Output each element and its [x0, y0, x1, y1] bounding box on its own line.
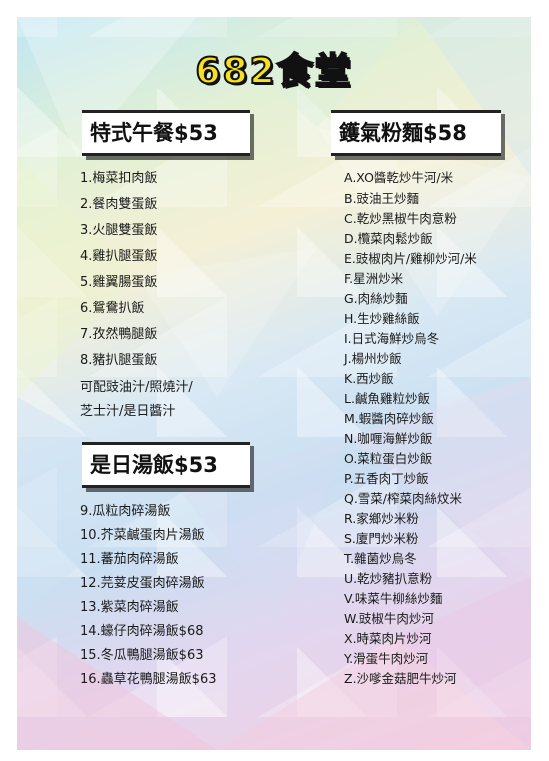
- list-item: D.欖菜肉鬆炒飯: [344, 231, 433, 246]
- section-header-soup-rice: 是日湯飯$53: [82, 442, 250, 488]
- list-item: L.鹹魚雞粒炒飯: [344, 391, 430, 406]
- list-item: 1.梅菜扣肉飯: [80, 171, 158, 186]
- list-item: K.西炒飯: [344, 371, 394, 386]
- list-item: V.味菜牛柳絲炒麵: [344, 591, 443, 606]
- section-header-set-lunch: 特式午餐$53: [82, 110, 250, 156]
- list-item: 2.餐肉雙蛋飯: [80, 197, 158, 212]
- list-item: 10.芥菜鹹蛋肉片湯飯: [80, 528, 205, 543]
- list-item: P.五香肉丁炒飯: [344, 471, 429, 486]
- list-item: 13.紫菜肉碎湯飯: [80, 600, 179, 615]
- sauce-note: 芝士汁/是日醬汁: [80, 404, 176, 419]
- list-item: S.廈門炒米粉: [344, 531, 419, 546]
- section-header-wok-noodles: 鑊氣粉麵$58: [331, 110, 501, 156]
- list-item: 8.豬扒腿蛋飯: [80, 353, 158, 368]
- list-item: T.雜菌炒烏冬: [344, 551, 417, 566]
- list-item: O.菜粒蛋白炒飯: [344, 451, 433, 466]
- list-item: 16.蟲草花鴨腿湯飯$63: [80, 672, 217, 687]
- list-item: 7.孜然鴨腿飯: [80, 327, 158, 342]
- list-item: I.日式海鮮炒烏冬: [344, 331, 440, 346]
- list-item: U.乾炒豬扒意粉: [344, 571, 433, 586]
- sauce-note: 可配豉油汁/照燒汁/: [80, 380, 193, 395]
- list-item: Z.沙嗲金菇肥牛炒河: [344, 671, 457, 686]
- list-item: C.乾炒黑椒牛肉意粉: [344, 211, 457, 226]
- list-item: R.家鄉炒米粉: [344, 511, 419, 526]
- list-item: 11.蕃茄肉碎湯飯: [80, 552, 179, 567]
- list-item: H.生炒雞絲飯: [344, 311, 420, 326]
- list-item: 12.芫荽皮蛋肉碎湯飯: [80, 576, 205, 591]
- list-item: Q.雪菜/榨菜肉絲炆米: [344, 491, 463, 506]
- list-item: 15.冬瓜鴨腿湯飯$63: [80, 648, 204, 663]
- list-item: 4.雞扒腿蛋飯: [80, 249, 158, 264]
- list-item: 3.火腿雙蛋飯: [80, 223, 158, 238]
- list-item: A.XO醬乾炒牛河/米: [344, 170, 454, 185]
- list-item: J.楊州炒飯: [344, 351, 402, 366]
- list-item: E.豉椒肉片/雞柳炒河/米: [344, 251, 477, 266]
- list-item: 5.雞翼腸蛋飯: [80, 275, 158, 290]
- list-item: M.蝦醬肉碎炒飯: [344, 411, 434, 426]
- list-item: N.咖喱海鮮炒飯: [344, 431, 433, 446]
- list-item: B.豉油王炒麵: [344, 191, 420, 206]
- list-item: F.星洲炒米: [344, 271, 404, 286]
- list-item: W.豉椒牛肉炒河: [344, 611, 434, 626]
- list-item: 6.鴛鴦扒飯: [80, 301, 145, 316]
- list-item: 14.蠔仔肉碎湯飯$68: [80, 624, 204, 639]
- list-item: 9.瓜粒肉碎湯飯: [80, 504, 171, 519]
- list-item: G.肉絲炒麵: [344, 291, 408, 306]
- list-item: X.時菜肉片炒河: [344, 631, 432, 646]
- restaurant-title: 682食堂: [194, 50, 353, 93]
- list-item: Y.滑蛋牛肉炒河: [344, 651, 429, 666]
